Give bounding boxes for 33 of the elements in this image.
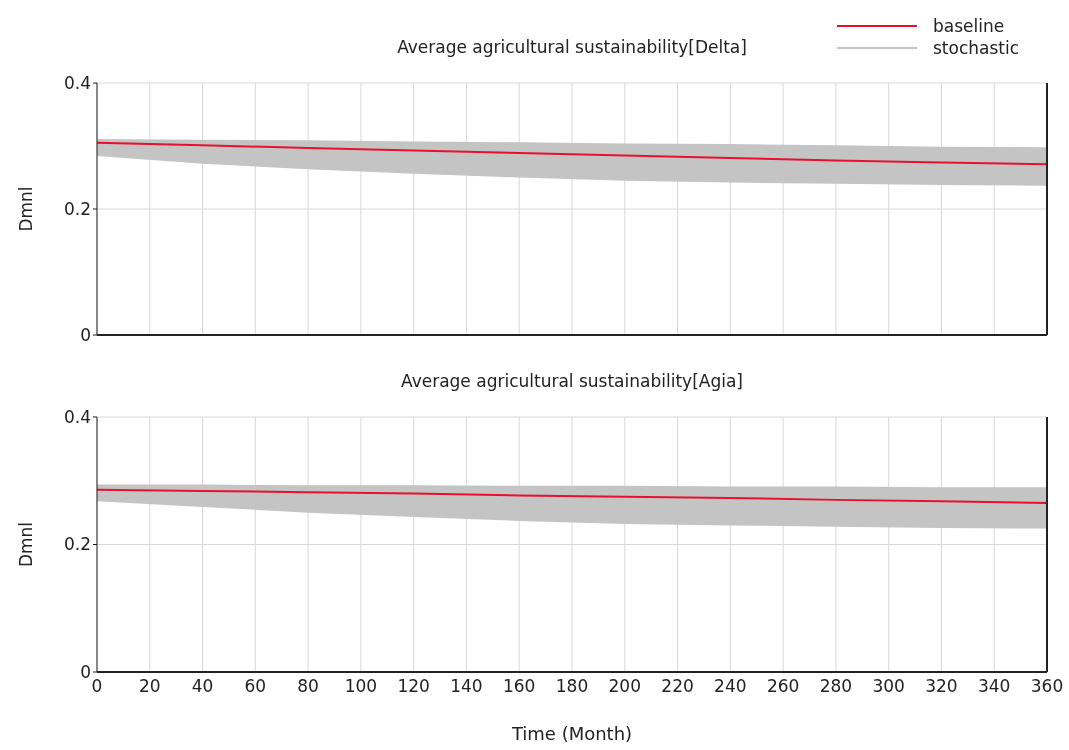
y-tick-label: 0.2 — [63, 198, 91, 219]
legend-label: baseline — [933, 15, 1005, 36]
x-tick-label: 320 — [925, 676, 958, 696]
line-series — [96, 141, 1048, 166]
x-tick-label: 220 — [661, 676, 694, 696]
y-tick-label: 0 — [80, 324, 91, 345]
y-tick-label: 0.2 — [63, 534, 91, 555]
x-tick-label: 280 — [819, 676, 853, 696]
line-series — [96, 488, 1048, 505]
x-tick-label: 140 — [450, 676, 483, 696]
x-tick-label: 60 — [244, 676, 267, 696]
x-tick-label: 100 — [344, 676, 378, 696]
x-tick-label: 340 — [978, 676, 1011, 696]
y-tick-label: 0.4 — [63, 72, 91, 93]
y-axis-title: Dmnl — [16, 186, 36, 232]
x-tick-label: 260 — [766, 676, 800, 696]
x-axis-title: Time (Month) — [510, 723, 633, 744]
chart-title: Average agricultural sustainability[Agia] — [401, 371, 743, 391]
chart-title: Average agricultural sustainability[Delta] — [397, 37, 747, 57]
x-tick-label: 180 — [555, 676, 589, 696]
x-tick-label: 240 — [714, 676, 747, 696]
y-tick-label: 0 — [80, 661, 91, 682]
legend-label: stochastic — [933, 37, 1020, 58]
x-tick-label: 80 — [297, 676, 319, 696]
y-tick-label: 0.4 — [63, 406, 91, 427]
x-tick-label: 200 — [608, 676, 641, 696]
x-tick-label: 300 — [872, 676, 905, 696]
x-tick-label: 160 — [503, 676, 536, 696]
x-tick-label: 20 — [138, 676, 161, 696]
y-axis-title: Dmnl — [16, 521, 36, 568]
x-tick-label: 40 — [191, 676, 214, 696]
x-tick-label: 360 — [1030, 676, 1064, 696]
x-tick-label: 120 — [397, 676, 430, 696]
